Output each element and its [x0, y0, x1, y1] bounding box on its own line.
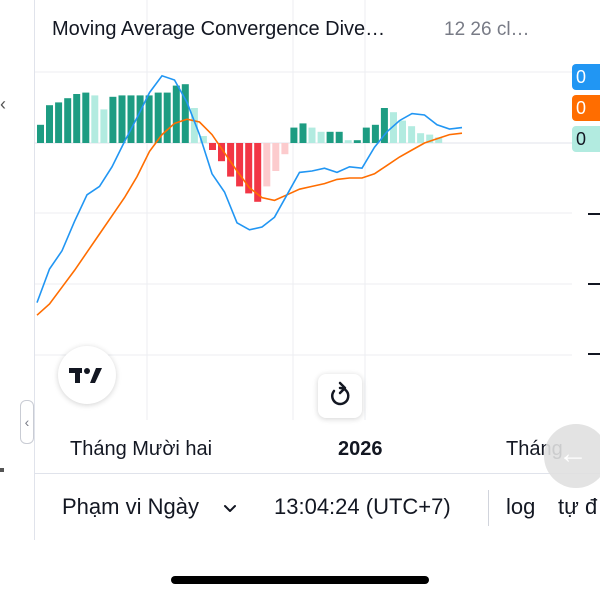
histogram-bar — [227, 143, 235, 177]
chevron-left-icon[interactable]: ‹ — [0, 94, 6, 114]
histogram-bar — [218, 143, 225, 162]
histogram-bar — [272, 143, 280, 171]
histogram-bar — [308, 127, 316, 143]
arrow-left-icon[interactable]: ← — [544, 424, 600, 488]
left-divider — [34, 0, 35, 540]
histogram-bar — [136, 95, 144, 143]
y-axis-tick — [588, 283, 600, 285]
histogram-bar — [172, 85, 180, 143]
y-axis-tick — [588, 353, 600, 355]
chevron-down-icon[interactable] — [222, 496, 238, 525]
histogram-bar — [236, 143, 244, 187]
histogram-bar — [390, 112, 397, 143]
left-sidebar-edge — [0, 0, 34, 540]
auto-scale-toggle[interactable]: tự đ — [558, 494, 598, 519]
tradingview-logo-icon[interactable] — [58, 346, 116, 404]
log-scale-toggle[interactable]: log — [506, 494, 536, 519]
indicator-title[interactable]: Moving Average Convergence Dive… — [52, 18, 386, 40]
histogram-bar — [46, 105, 53, 143]
x-axis-tick-label: 2026 — [338, 438, 383, 460]
histogram-bar — [362, 127, 370, 143]
date-range-button[interactable]: Phạm vi Ngày — [62, 494, 199, 519]
x-axis-divider — [35, 473, 600, 474]
histogram-bar — [408, 126, 416, 143]
macd-histogram — [37, 84, 443, 202]
histogram-bar — [82, 92, 90, 143]
macd-value-badge: 0 — [572, 64, 600, 90]
histogram-bar — [73, 94, 81, 143]
histogram-bar — [335, 131, 343, 143]
y-axis-tick — [588, 213, 600, 215]
bottom-toolbar — [35, 474, 600, 540]
toolbar-divider — [488, 490, 489, 526]
histogram-bar — [281, 143, 289, 155]
histogram-bar — [435, 137, 443, 143]
histogram-bar — [426, 134, 434, 143]
histogram-bar — [163, 92, 171, 143]
histogram-bar — [109, 96, 117, 143]
histogram-bar — [245, 143, 253, 194]
home-indicator[interactable] — [171, 576, 429, 584]
histogram-bar — [154, 92, 162, 143]
sidebar-marker — [0, 468, 4, 472]
histogram-value-badge: 0 — [572, 126, 600, 152]
histogram-bar — [317, 131, 325, 143]
histogram-bar — [64, 98, 72, 143]
macd-chart[interactable] — [0, 0, 600, 474]
histogram-bar — [371, 124, 379, 143]
histogram-bar — [290, 127, 298, 143]
histogram-bar — [181, 84, 189, 143]
histogram-bar — [254, 143, 262, 202]
histogram-bar — [100, 109, 108, 143]
macd-line — [36, 74, 463, 303]
signal-line — [36, 118, 463, 316]
indicator-params[interactable]: 12 26 cl… — [444, 19, 530, 40]
histogram-bar — [299, 123, 307, 143]
histogram-bar — [37, 124, 44, 143]
histogram-bar — [417, 133, 425, 143]
histogram-bar — [127, 95, 135, 143]
histogram-bar — [91, 95, 99, 143]
histogram-bar — [344, 140, 352, 143]
signal-value-badge: 0 — [572, 95, 600, 121]
x-axis-tick-label: Tháng Mười hai — [70, 438, 213, 460]
histogram-bar — [353, 140, 361, 143]
histogram-bar — [199, 136, 207, 143]
histogram-bar — [118, 95, 126, 143]
histogram-bar — [399, 120, 406, 143]
histogram-bar — [55, 102, 63, 143]
histogram-bar — [190, 108, 198, 143]
clock-readout[interactable]: 13:04:24 (UTC+7) — [274, 494, 451, 519]
histogram-bar — [209, 143, 216, 150]
histogram-bar — [326, 131, 334, 143]
histogram-bar — [263, 143, 271, 187]
reset-rotate-icon — [331, 381, 350, 406]
reset-button[interactable] — [318, 374, 362, 418]
collapse-handle[interactable]: ‹ — [20, 400, 34, 444]
histogram-bar — [145, 95, 153, 143]
histogram-bar — [380, 108, 388, 143]
